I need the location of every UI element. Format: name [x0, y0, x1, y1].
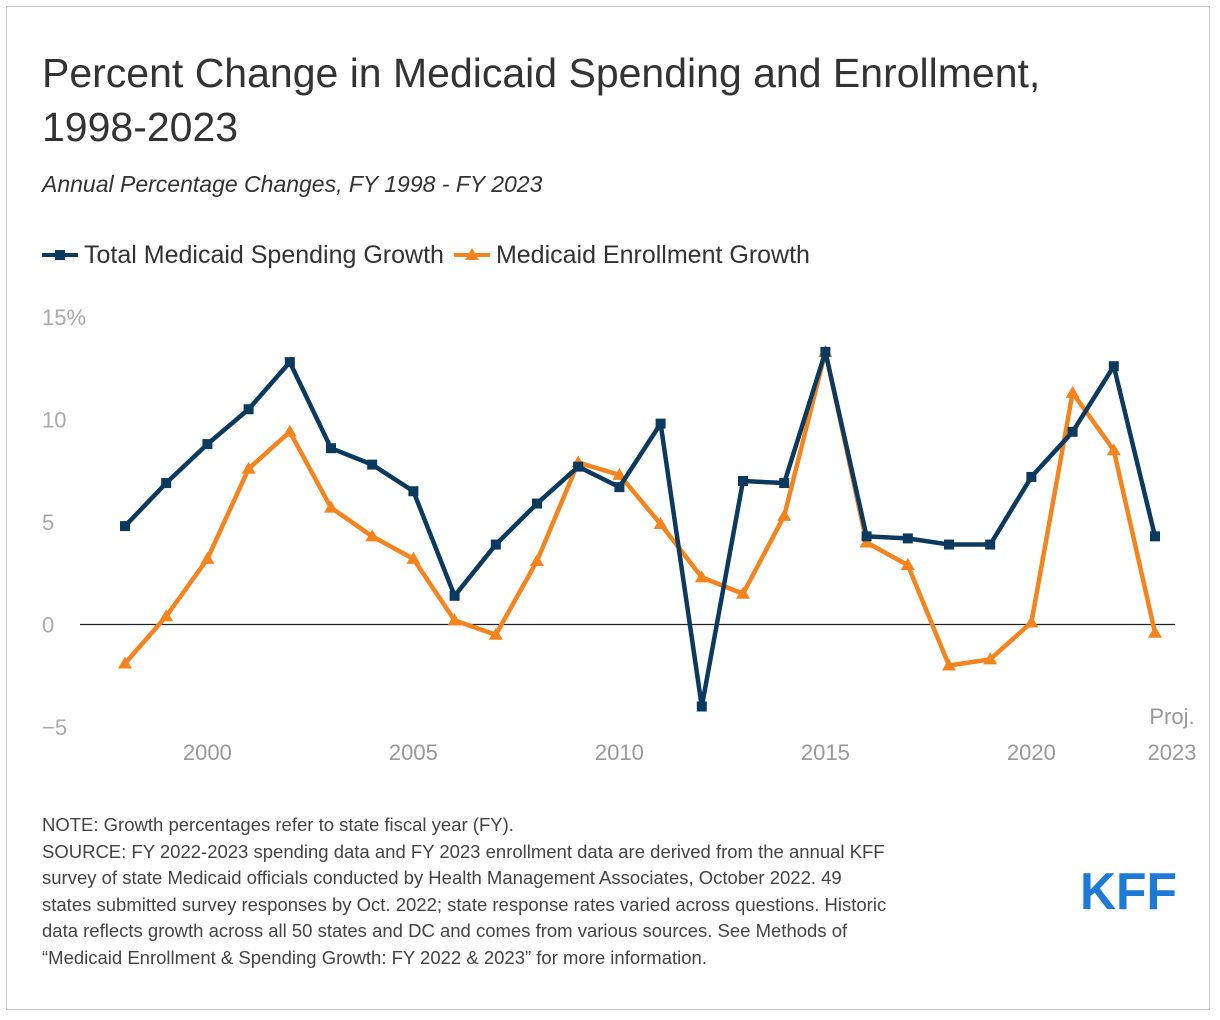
- spending-point-2013: [738, 476, 748, 486]
- legend: Total Medicaid Spending Growth Medicaid …: [42, 240, 820, 270]
- spending-point-2015: [820, 346, 831, 357]
- spending-point-2014: [779, 478, 790, 489]
- enrollment-point-1998: [118, 656, 132, 669]
- y-tick-label: 5: [42, 510, 54, 535]
- enrollment-point-2020: [1024, 615, 1039, 628]
- spending-point-2023: [1150, 531, 1160, 542]
- spending-point-2006: [449, 590, 460, 601]
- spending-point-2019: [985, 539, 996, 550]
- series-line-enrollment: [122, 349, 1158, 668]
- spending-point-2021: [1067, 426, 1078, 437]
- x-tick-label-projected: Proj.: [1149, 704, 1194, 729]
- spending-point-2002: [284, 357, 295, 368]
- spending-point-2008: [532, 498, 542, 509]
- enrollment-point-2007: [488, 627, 503, 640]
- legend-item-spending[interactable]: Total Medicaid Spending Growth: [42, 241, 444, 270]
- chart-frame: [6, 6, 1210, 1010]
- spending-point-2001: [243, 404, 254, 415]
- y-tick-label: 10: [42, 408, 66, 433]
- note-text: NOTE: Growth percentages refer to state …: [42, 814, 514, 835]
- enrollment-point-2021: [1065, 385, 1080, 398]
- enrollment-point-2010: [612, 467, 627, 480]
- enrollment-point-2022: [1106, 443, 1121, 456]
- enrollment-point-2019: [983, 652, 998, 665]
- x-tick-label: 2015: [801, 740, 850, 765]
- spending-point-2007: [490, 539, 501, 550]
- enrollment-point-2016: [859, 535, 874, 548]
- legend-label-enrollment: Medicaid Enrollment Growth: [495, 240, 810, 269]
- x-tick-label: 2000: [183, 740, 232, 765]
- spending-point-2004: [367, 459, 378, 470]
- legend-item-enrollment[interactable]: Medicaid Enrollment Growth: [453, 240, 810, 270]
- chart-subtitle: Annual Percentage Changes, FY 1998 - FY …: [42, 171, 543, 197]
- spending-point-2022: [1108, 361, 1119, 372]
- x-tick-label-projected: 2023: [1148, 740, 1197, 765]
- spending-point-2020: [1026, 471, 1037, 482]
- enrollment-point-1999: [159, 609, 174, 622]
- line-chart: 15% 10 5 0 −5 2000 2005 2010 2015 2020 Proj. 2023: [42, 305, 1197, 765]
- spending-point-2016: [861, 531, 872, 542]
- spending-point-2018: [944, 539, 954, 550]
- enrollment-point-2013: [736, 586, 750, 599]
- enrollment-point-2002: [282, 424, 297, 437]
- y-tick-label: −5: [42, 715, 67, 740]
- x-tick-label: 2005: [389, 740, 438, 765]
- source-line: survey of state Medicaid officials condu…: [42, 867, 842, 888]
- enrollment-point-2014: [777, 508, 792, 521]
- kff-logo: KFF: [1080, 866, 1177, 912]
- source-line: data reflects growth across all 50 state…: [42, 920, 848, 941]
- y-tick-label: 15%: [42, 305, 86, 330]
- enrollment-point-2018: [942, 658, 956, 671]
- x-tick-label: 2020: [1007, 740, 1056, 765]
- spending-point-2005: [408, 486, 419, 497]
- enrollment-point-2001: [241, 461, 256, 474]
- spending-point-2009: [573, 461, 584, 472]
- enrollment-point-2000: [200, 551, 215, 564]
- kff-logo-text: KFF: [1080, 866, 1177, 912]
- enrollment-point-2003: [324, 500, 338, 513]
- enrollment-point-2006: [447, 613, 462, 626]
- enrollment-point-2004: [365, 529, 380, 542]
- source-line: “Medicaid Enrollment & Spending Growth: …: [42, 946, 707, 968]
- legend-swatch-spending: [42, 250, 78, 260]
- legend-swatch-enrollment: [453, 248, 490, 260]
- x-tick-label: 2010: [595, 740, 644, 765]
- enrollment-point-2011: [653, 517, 668, 530]
- spending-point-2000: [202, 439, 213, 450]
- enrollment-point-2012: [694, 570, 709, 583]
- source-line: SOURCE: FY 2022-2023 spending data and F…: [42, 840, 885, 862]
- enrollment-point-2017: [900, 558, 915, 571]
- spending-point-2003: [326, 443, 336, 454]
- legend-label-spending: Total Medicaid Spending Growth: [84, 240, 444, 269]
- y-tick-label: 0: [42, 613, 54, 638]
- spending-point-1999: [161, 478, 172, 489]
- chart-title: Percent Change in Medicaid Spending and …: [42, 50, 1041, 150]
- enrollment-point-2008: [530, 553, 544, 566]
- spending-point-2017: [902, 533, 913, 544]
- spending-point-2011: [655, 418, 666, 429]
- enrollment-point-2005: [406, 551, 421, 564]
- spending-point-2012: [696, 701, 707, 712]
- enrollment-point-2023: [1148, 625, 1162, 638]
- spending-point-2010: [614, 482, 625, 493]
- spending-point-1998: [120, 521, 130, 532]
- source-line: states submitted survey responses by Oct…: [42, 893, 887, 915]
- series-line-spending: [122, 349, 1158, 709]
- notes: NOTE: Growth percentages refer to state …: [42, 812, 1062, 971]
